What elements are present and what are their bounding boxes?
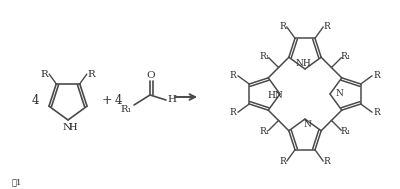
Text: +: + <box>102 94 112 106</box>
Text: R: R <box>88 70 96 79</box>
Text: R: R <box>323 157 330 166</box>
Text: R₁: R₁ <box>259 52 270 61</box>
Text: N: N <box>62 123 72 132</box>
Text: 4: 4 <box>31 94 39 106</box>
Text: R: R <box>230 71 236 80</box>
Text: R₁: R₁ <box>259 127 270 136</box>
Text: 4: 4 <box>114 94 122 106</box>
Text: R: R <box>40 70 48 79</box>
Text: NH: NH <box>295 59 311 67</box>
Text: R₁: R₁ <box>120 105 132 115</box>
Text: R: R <box>280 22 287 31</box>
Text: R₁: R₁ <box>340 52 351 61</box>
Text: R₁: R₁ <box>340 127 351 136</box>
Text: R: R <box>374 108 380 117</box>
Text: N: N <box>303 121 311 129</box>
Text: H: H <box>69 123 77 132</box>
Text: 图1: 图1 <box>12 178 22 186</box>
Text: N: N <box>335 88 343 98</box>
Text: R: R <box>374 71 380 80</box>
Text: H: H <box>168 95 176 105</box>
Text: HN: HN <box>267 91 283 99</box>
Text: R: R <box>230 108 236 117</box>
Text: O: O <box>147 70 155 80</box>
Text: R: R <box>280 157 287 166</box>
Text: R: R <box>323 22 330 31</box>
